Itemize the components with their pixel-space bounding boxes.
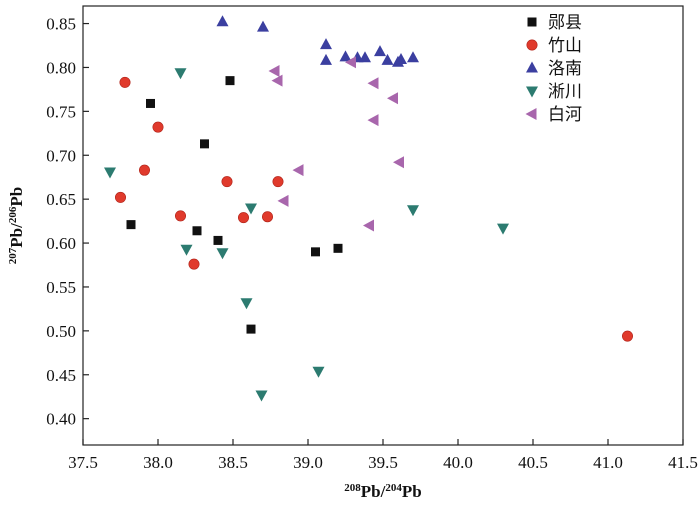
data-point bbox=[374, 45, 386, 57]
data-point bbox=[621, 330, 633, 342]
series-3 bbox=[216, 15, 419, 67]
data-point bbox=[188, 258, 200, 270]
data-point bbox=[407, 205, 419, 217]
data-point bbox=[152, 121, 164, 133]
data-point bbox=[225, 76, 235, 86]
data-point bbox=[146, 98, 155, 108]
series-4 bbox=[104, 68, 509, 402]
data-point bbox=[393, 156, 404, 169]
data-point bbox=[359, 51, 371, 63]
data-point bbox=[115, 191, 127, 203]
y-axis-label-superscript: 207 bbox=[7, 247, 19, 264]
y-tick-label: 0.55 bbox=[46, 278, 76, 297]
data-point bbox=[395, 53, 407, 65]
data-point bbox=[126, 220, 136, 230]
x-tick-label: 38.5 bbox=[218, 453, 248, 472]
data-point bbox=[407, 51, 419, 63]
data-point bbox=[200, 139, 209, 149]
x-axis-label: 208Pb/204Pb bbox=[344, 482, 421, 501]
y-axis-label-text: Pb/ bbox=[7, 223, 26, 248]
data-point bbox=[257, 20, 269, 32]
data-point bbox=[240, 298, 253, 310]
x-tick-label: 39.5 bbox=[368, 453, 398, 472]
legend-marker bbox=[526, 61, 538, 73]
data-point bbox=[216, 248, 229, 260]
legend-label: 淅川 bbox=[548, 82, 582, 102]
data-point bbox=[245, 203, 257, 215]
data-point bbox=[216, 15, 229, 27]
data-point bbox=[339, 50, 352, 62]
y-axis-label-text: Pb bbox=[7, 187, 26, 207]
data-point bbox=[246, 324, 256, 334]
data-point bbox=[221, 176, 233, 188]
x-axis-label-superscript: 208 bbox=[344, 482, 361, 494]
legend-marker bbox=[526, 39, 538, 51]
data-point bbox=[192, 226, 202, 236]
y-axis-label: 207Pb/206Pb bbox=[7, 187, 26, 264]
x-axis-label-superscript: 204 bbox=[385, 482, 402, 494]
plot-frame bbox=[82, 5, 684, 446]
legend-label: 洛南 bbox=[548, 59, 582, 79]
y-tick-label: 0.50 bbox=[46, 322, 76, 341]
y-tick-label: 0.65 bbox=[46, 190, 76, 209]
data-point bbox=[367, 77, 379, 90]
data-point bbox=[320, 38, 332, 50]
data-point bbox=[175, 210, 187, 222]
data-point bbox=[311, 247, 320, 257]
y-tick-label: 0.75 bbox=[46, 102, 76, 121]
y-tick-label: 0.45 bbox=[46, 366, 76, 385]
data-point bbox=[312, 366, 325, 378]
y-tick-label: 0.40 bbox=[46, 410, 76, 429]
x-tick-label: 39.0 bbox=[293, 453, 323, 472]
legend-marker bbox=[525, 108, 537, 120]
data-point bbox=[180, 244, 193, 256]
x-tick-label: 41.0 bbox=[593, 453, 623, 472]
x-axis-label-text: Pb bbox=[402, 482, 422, 501]
data-point bbox=[139, 164, 151, 176]
data-point bbox=[268, 64, 280, 77]
data-point bbox=[497, 223, 509, 235]
x-tick-label: 38.0 bbox=[143, 453, 173, 472]
x-axis-label-text: Pb/ bbox=[361, 482, 386, 501]
legend-label: 白河 bbox=[548, 105, 582, 125]
y-axis-label-superscript: 206 bbox=[7, 206, 19, 223]
data-point bbox=[363, 219, 374, 232]
data-point bbox=[174, 68, 187, 80]
data-point bbox=[255, 390, 268, 402]
legend-label: 郧县 bbox=[548, 13, 582, 33]
data-point bbox=[292, 164, 304, 177]
legend-label: 竹山 bbox=[548, 36, 582, 56]
series-2 bbox=[115, 76, 633, 342]
data-point bbox=[213, 235, 223, 245]
series-1 bbox=[126, 76, 343, 334]
data-point bbox=[320, 53, 332, 65]
data-point bbox=[271, 74, 283, 87]
series-5 bbox=[268, 56, 404, 232]
data-point bbox=[333, 243, 343, 253]
x-tick-label: 41.5 bbox=[668, 453, 698, 472]
data-point bbox=[238, 212, 250, 224]
legend-marker bbox=[527, 17, 537, 27]
data-point bbox=[367, 114, 379, 127]
data-point bbox=[272, 176, 284, 188]
data-point bbox=[104, 167, 116, 179]
data-point bbox=[261, 211, 273, 223]
legend-marker bbox=[526, 86, 538, 98]
data-point bbox=[119, 76, 131, 88]
y-tick-label: 0.70 bbox=[46, 146, 76, 165]
y-tick-label: 0.80 bbox=[46, 58, 76, 77]
data-point bbox=[387, 92, 398, 105]
x-tick-label: 37.5 bbox=[68, 453, 98, 472]
y-tick-label: 0.85 bbox=[46, 15, 76, 34]
y-tick-label: 0.60 bbox=[46, 234, 76, 253]
x-tick-label: 40.5 bbox=[518, 453, 548, 472]
data-point bbox=[381, 53, 394, 65]
x-tick-label: 40.0 bbox=[443, 453, 473, 472]
data-point bbox=[277, 194, 289, 207]
data-point bbox=[345, 56, 356, 69]
